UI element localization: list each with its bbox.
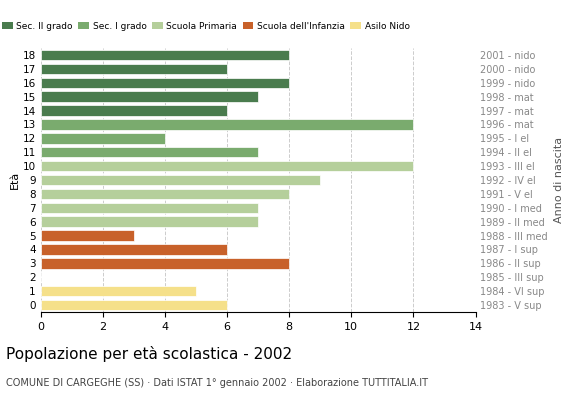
Bar <box>41 105 227 116</box>
Y-axis label: Anno di nascita: Anno di nascita <box>554 137 564 223</box>
Bar <box>41 300 227 310</box>
Bar <box>41 92 258 102</box>
Bar <box>41 50 289 60</box>
Text: Popolazione per età scolastica - 2002: Popolazione per età scolastica - 2002 <box>6 346 292 362</box>
Bar <box>41 258 289 268</box>
Bar <box>41 202 258 213</box>
Bar <box>41 161 414 171</box>
Bar <box>41 189 289 199</box>
Bar <box>41 216 258 227</box>
Text: COMUNE DI CARGEGHE (SS) · Dati ISTAT 1° gennaio 2002 · Elaborazione TUTTITALIA.I: COMUNE DI CARGEGHE (SS) · Dati ISTAT 1° … <box>6 378 428 388</box>
Bar <box>41 230 134 241</box>
Bar <box>41 286 196 296</box>
Bar <box>41 244 227 255</box>
Bar <box>41 78 289 88</box>
Bar <box>41 133 165 144</box>
Bar <box>41 147 258 158</box>
Bar <box>41 175 320 185</box>
Legend: Sec. II grado, Sec. I grado, Scuola Primaria, Scuola dell'Infanzia, Asilo Nido: Sec. II grado, Sec. I grado, Scuola Prim… <box>0 18 414 34</box>
Y-axis label: Età: Età <box>10 171 20 189</box>
Bar <box>41 119 414 130</box>
Bar <box>41 64 227 74</box>
